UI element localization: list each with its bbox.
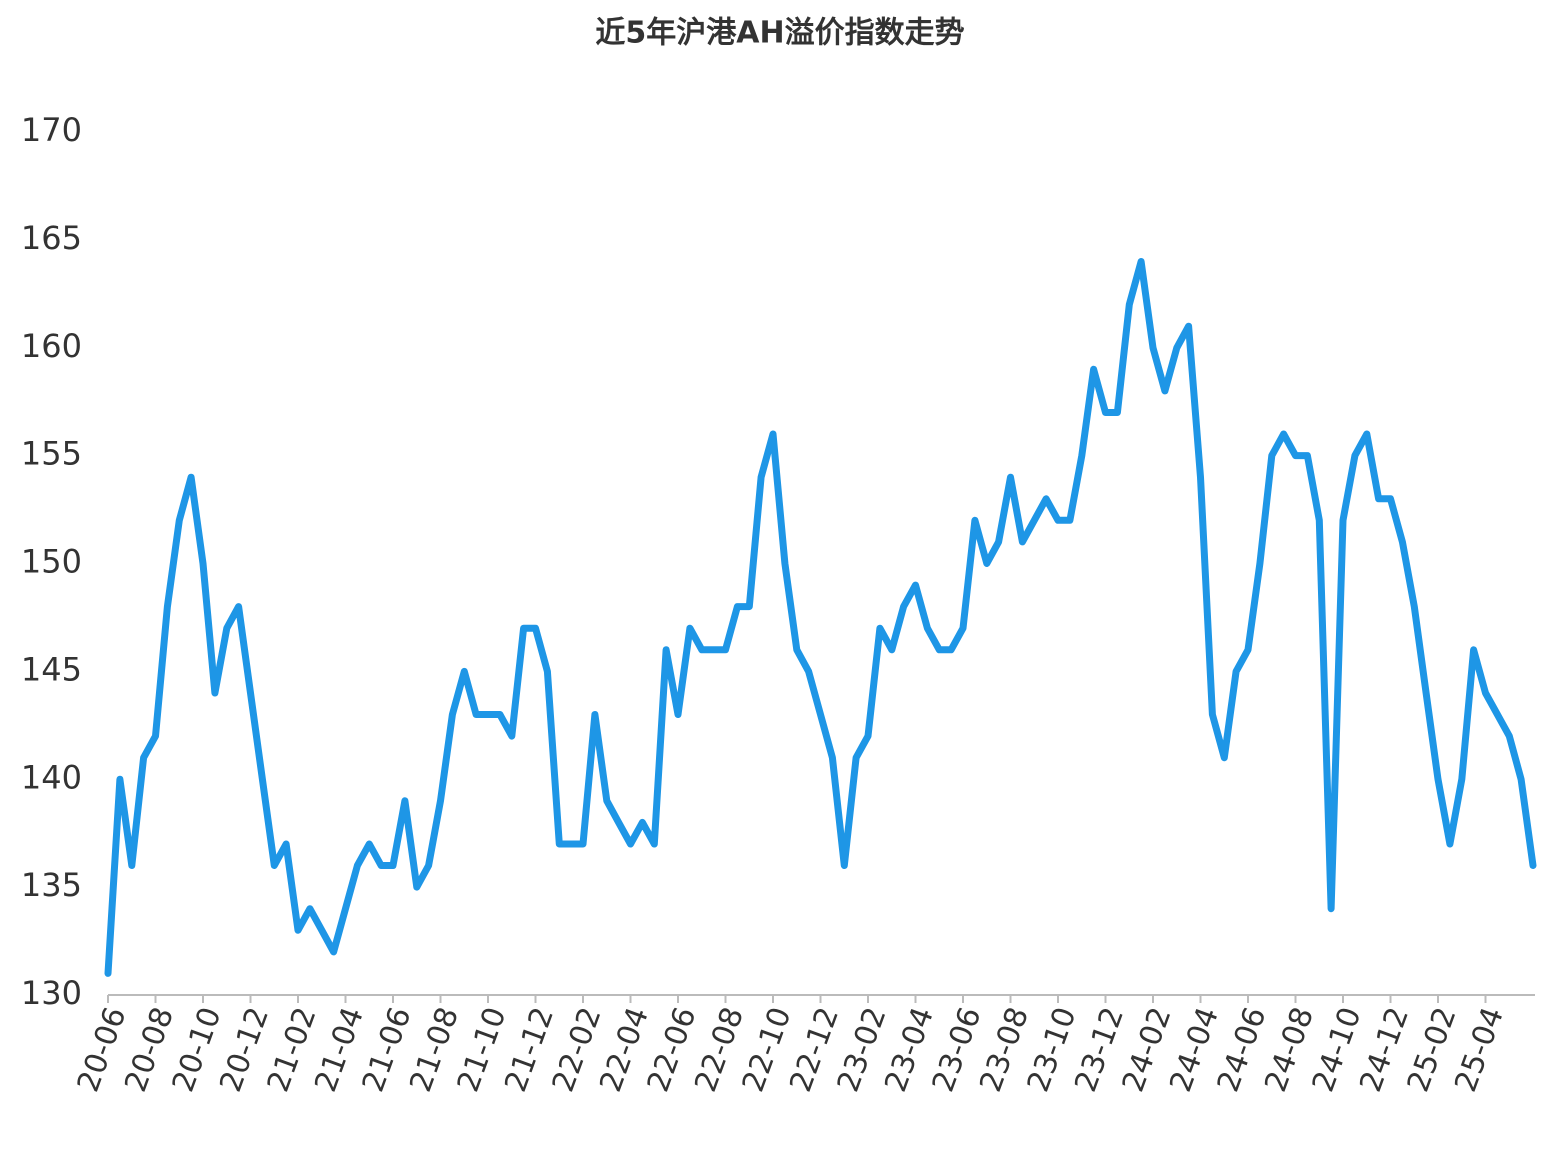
y-tick-label: 155 [21, 435, 82, 473]
series-line [104, 258, 1537, 977]
y-tick-label: 145 [21, 650, 82, 688]
chart-title: 近5年沪港AH溢价指数走势 [595, 16, 964, 51]
y-tick-label: 165 [21, 219, 82, 257]
y-tick-label: 140 [21, 758, 82, 796]
y-tick-label: 135 [21, 866, 82, 904]
y-tick-label: 160 [21, 327, 82, 365]
y-tick-label: 150 [21, 543, 82, 581]
y-tick-label: 170 [21, 111, 82, 149]
y-tick-label: 130 [21, 974, 82, 1012]
